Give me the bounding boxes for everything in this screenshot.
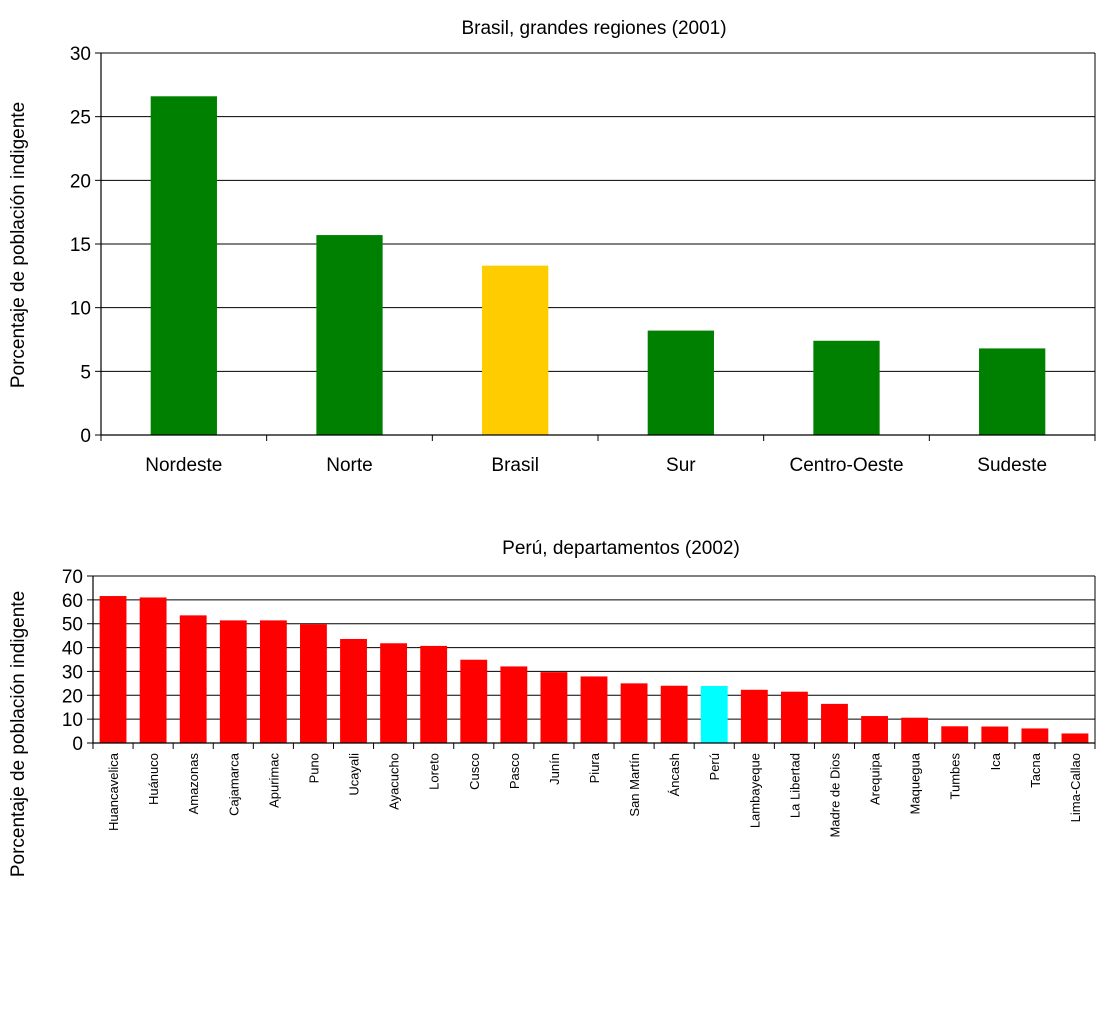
- chart-peru: Perú, departamentos (2002) Porcentaje de…: [8, 538, 1096, 877]
- bar-ayacucho: [380, 643, 408, 743]
- bar-áncash: [660, 685, 688, 743]
- x-tick-label: Maquegua: [908, 752, 923, 814]
- x-tick-label: Junín: [547, 753, 562, 785]
- axes: [87, 575, 1096, 749]
- x-tick-label: Cusco: [467, 753, 482, 790]
- x-tick-label: Lambayeque: [747, 753, 762, 828]
- x-tick-label: Ayacucho: [387, 753, 402, 810]
- gridlines: [101, 52, 1095, 372]
- x-tick-label: Puno: [306, 753, 321, 783]
- x-tick-label: Ucayali: [347, 753, 362, 796]
- y-tick-label: 15: [70, 235, 91, 256]
- x-tick-labels: Nordeste Norte Brasil Sur Centro-Oeste Sudest…: [145, 455, 1047, 476]
- y-tick-label: 10: [62, 710, 83, 731]
- x-tick-label: Amazonas: [186, 753, 201, 815]
- y-tick-label: 30: [62, 662, 83, 683]
- x-tick-label: Loreto: [427, 753, 442, 790]
- x-tick-label: Pasco: [507, 753, 522, 789]
- x-tick-label: Perú: [707, 753, 722, 780]
- y-tick-label: 10: [70, 299, 91, 320]
- y-axis-label: Porcentaje de población indigente: [8, 102, 29, 388]
- bar-huánuco: [139, 597, 167, 743]
- bar-arequipa: [861, 716, 888, 743]
- x-tick-label: Áncash: [667, 753, 682, 796]
- bar-apurimac: [259, 620, 287, 743]
- bar-sudeste: [979, 348, 1046, 435]
- x-tick-label: Cajamarca: [226, 752, 241, 816]
- y-tick-label: 25: [70, 108, 91, 129]
- axes: [95, 52, 1096, 441]
- bar-amazonas: [179, 615, 207, 743]
- x-tick-label: Ica: [988, 752, 1003, 770]
- x-tick-label: Huánuco: [146, 753, 161, 805]
- bars: [99, 596, 1089, 743]
- bar-tumbes: [941, 726, 969, 743]
- x-tick-label: Apurimac: [266, 753, 281, 808]
- y-tick-label: 70: [62, 567, 83, 588]
- y-tick-label: 0: [72, 734, 83, 755]
- bar-cajamarca: [219, 620, 247, 743]
- y-tick-label: 60: [62, 591, 83, 612]
- chart-brasil: Brasil, grandes regiones (2001) Porcenta…: [8, 18, 1096, 476]
- bar-pasco: [500, 666, 528, 743]
- bar-sur: [647, 330, 714, 435]
- bar-lambayeque: [740, 689, 768, 743]
- bar-ica: [981, 726, 1009, 743]
- x-tick-label: Sur: [666, 455, 696, 476]
- chart-title: Brasil, grandes regiones (2001): [461, 18, 726, 39]
- bar-perú: [700, 685, 728, 743]
- x-tick-label: Arequipa: [868, 752, 883, 805]
- x-tick-label: Sudeste: [977, 455, 1047, 476]
- bar-cusco: [460, 659, 488, 743]
- bar-la-libertad: [780, 691, 808, 743]
- bar-ucayali: [340, 638, 367, 743]
- x-tick-label: Nordeste: [145, 455, 222, 476]
- y-tick-label: 20: [70, 171, 91, 192]
- bar-norte: [316, 235, 383, 435]
- y-tick-label: 30: [70, 44, 91, 65]
- chart-title: Perú, departamentos (2002): [502, 538, 740, 559]
- x-tick-label: Lima-Callao: [1068, 753, 1083, 822]
- bar-huancavelica: [99, 596, 127, 743]
- bar-loreto: [420, 645, 448, 743]
- x-tick-label: Huancavelica: [106, 752, 121, 831]
- bar-madre-de-dios: [821, 703, 848, 743]
- bar-piura: [580, 676, 608, 743]
- y-tick-label: 50: [62, 615, 83, 636]
- y-tick-labels: 0 5 10 15 20 25 30: [70, 44, 91, 447]
- bar-lima-callao: [1061, 733, 1089, 743]
- bar-san-martín: [620, 683, 648, 743]
- x-tick-label: Tacna: [1028, 752, 1043, 787]
- bar-nordeste: [150, 96, 217, 435]
- y-tick-label: 40: [62, 639, 83, 660]
- y-tick-label: 0: [80, 426, 91, 447]
- x-tick-label: La Libertad: [787, 753, 802, 818]
- y-tick-label: 20: [62, 686, 83, 707]
- x-tick-label: Centro-Oeste: [789, 455, 903, 476]
- bar-maquegua: [901, 717, 929, 743]
- x-tick-label: Piura: [587, 752, 602, 783]
- bars: [150, 96, 1046, 435]
- y-axis-label: Porcentaje de población indigente: [8, 591, 29, 877]
- bar-centro-oeste: [813, 340, 880, 435]
- x-tick-label: Norte: [326, 455, 372, 476]
- bar-junín: [540, 672, 568, 743]
- x-tick-label: Tumbes: [948, 753, 963, 800]
- x-tick-label: San Martín: [627, 753, 642, 817]
- x-tick-label: Madre de Dios: [827, 753, 842, 838]
- x-tick-labels: Huancavelica Huánuco Amazonas Cajamarca Apur…: [106, 752, 1083, 837]
- bar-tacna: [1021, 728, 1049, 743]
- y-tick-label: 5: [80, 362, 91, 383]
- x-tick-label: Brasil: [491, 455, 539, 476]
- bar-brasil: [482, 265, 549, 435]
- bar-puno: [300, 624, 327, 743]
